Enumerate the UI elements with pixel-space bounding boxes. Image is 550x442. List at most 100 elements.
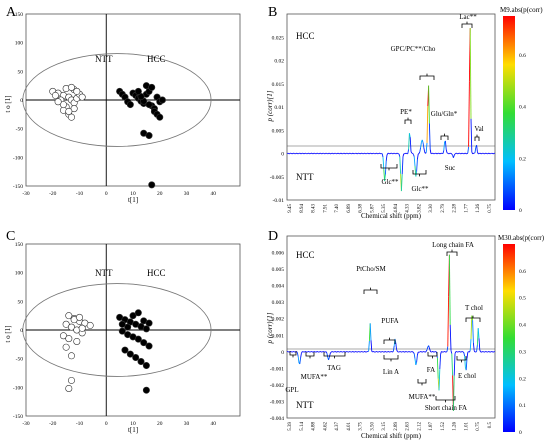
y-tick-label: -150	[13, 414, 23, 420]
annotation-label: GPL	[285, 386, 298, 394]
trace-segment	[437, 152, 439, 155]
point-hcc	[148, 181, 156, 189]
trace-segment	[428, 345, 430, 348]
y-tick-label: 0	[281, 350, 284, 356]
point-hcc	[145, 101, 153, 109]
annotation-label: PE*	[400, 108, 412, 116]
trace-segment	[311, 152, 313, 155]
x-tick-label: 8.94	[300, 204, 305, 213]
x-tick-label: 1.01	[464, 422, 469, 431]
annotation-bracket	[456, 356, 467, 363]
point-hcc	[126, 101, 134, 109]
trace-segment	[465, 358, 468, 371]
x-tick-label: 5.14	[300, 422, 305, 431]
trace-segment	[329, 152, 331, 155]
annotation-bracket	[323, 352, 346, 359]
peak-annotations: Long chain FAPtCho/SMPUFATAGGPLMUFA**Lin…	[285, 241, 483, 412]
annotation-label: E chol	[458, 372, 476, 380]
trace-segment	[399, 156, 402, 174]
trace-segment	[292, 351, 294, 353]
panel-c: C -30 -20 -10 0 10 20 30 40150100500-50-100-150…	[4, 229, 241, 434]
trace-segment	[454, 351, 457, 354]
annotation-bracket	[465, 315, 481, 322]
trace-segment	[339, 351, 341, 353]
group-label-ntt: NTT	[296, 172, 314, 182]
annotation-bracket	[404, 117, 412, 124]
trace-segment	[451, 153, 453, 156]
trace-segment	[428, 347, 431, 351]
trace-segment	[457, 152, 460, 155]
trace-segment	[357, 351, 359, 353]
x-tick-label: 5.39	[288, 422, 293, 431]
x-tick-label: 0	[105, 421, 108, 427]
group-label-hcc: HCC	[147, 54, 166, 64]
x-tick-label: 1.26	[476, 204, 481, 213]
trace-segment	[477, 328, 480, 339]
trace-segment	[449, 324, 452, 351]
trace-segment	[341, 152, 343, 155]
trace-segment	[381, 153, 384, 158]
trace-segment	[321, 351, 324, 353]
y-tick-label: -0.01	[273, 198, 285, 204]
trace-segment	[420, 142, 422, 148]
trace-segment	[407, 351, 409, 353]
point-ntt	[70, 105, 78, 113]
trace-segment	[428, 123, 431, 150]
annotation-label: Long chain FA	[432, 241, 474, 249]
trace-segment	[428, 85, 430, 124]
point-hcc	[118, 320, 126, 328]
annotation-bracket	[380, 164, 398, 171]
x-tick-label: 10	[130, 191, 136, 197]
colorbar-tick-label: 0.4	[519, 105, 526, 111]
trace-segment	[409, 137, 412, 152]
point-ntt	[67, 323, 75, 331]
group-label-ntt: NTT	[95, 268, 113, 278]
trace-segment	[457, 351, 460, 353]
point-hcc	[156, 113, 164, 121]
x-tick-label: 5.87	[370, 204, 375, 213]
annotation-bracket	[383, 355, 399, 362]
trace-segment	[361, 152, 364, 155]
trace-segment	[435, 152, 437, 155]
trace-segment	[368, 340, 370, 352]
trace-segment	[472, 320, 474, 344]
point-ntt	[62, 320, 70, 328]
trace-segment	[325, 351, 328, 354]
trace-segment	[466, 352, 469, 359]
trace-segment	[493, 351, 495, 353]
annotation-bracket	[383, 337, 396, 344]
trace-segment	[449, 152, 451, 155]
panel-d: D 5.39 5.14 4.88 4.62 4.37 4.01 3.75 3.50 3.15 2.…	[266, 229, 545, 440]
point-hcc	[126, 350, 134, 358]
trace-segment	[379, 351, 381, 353]
trace-segment	[377, 351, 380, 353]
colorbar-tick-label: 0	[519, 430, 522, 436]
y-tick-label: 0.025	[272, 35, 285, 41]
trace-segment	[425, 349, 428, 352]
x-tick-label: 7.40	[335, 204, 340, 213]
x-tick-label: 4.84	[394, 204, 399, 213]
point-hcc	[118, 327, 126, 335]
annotation-label: Lin A	[383, 368, 399, 376]
annotation-label: MUFA**	[301, 373, 328, 381]
colorbar-tick-label: 0.1	[519, 403, 526, 409]
y-tick-label: -100	[13, 385, 23, 391]
panel-letter: B	[268, 5, 277, 20]
annotation-label: PUFA	[381, 317, 398, 325]
x-tick-label: 2.12	[417, 422, 422, 431]
point-hcc	[145, 319, 153, 327]
trace-segment	[443, 141, 446, 151]
trace-segment	[358, 351, 361, 353]
trace-segment	[389, 152, 392, 155]
point-ntt	[51, 91, 59, 99]
annotation-bracket	[435, 396, 456, 403]
trace-segment	[370, 152, 373, 155]
trace-segment	[412, 351, 414, 353]
trace-segment	[445, 149, 448, 153]
colorbar-ticks: 0.6 0.4 0.2 0	[519, 53, 526, 214]
trace-segment	[453, 353, 456, 376]
trace-segment	[382, 157, 385, 170]
x-tick-label: -20	[49, 421, 57, 427]
